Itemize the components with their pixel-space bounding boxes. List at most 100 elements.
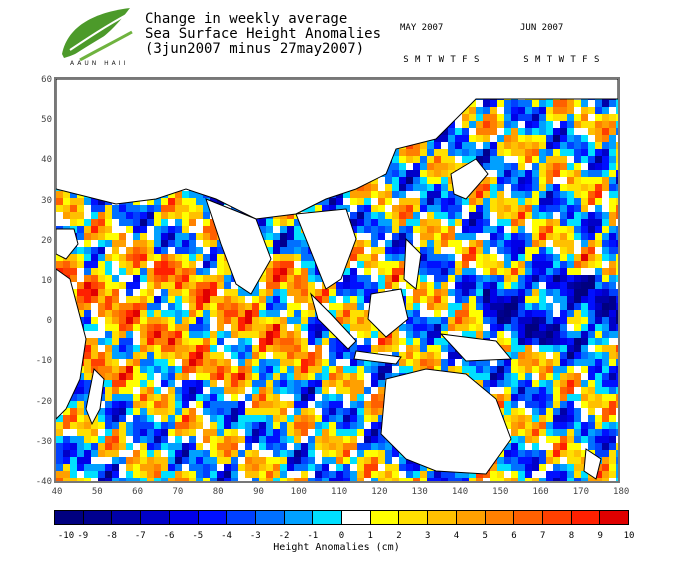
land-australia: [380, 368, 512, 475]
weekday-label: T: [570, 54, 576, 65]
title-line-3: (3jun2007 minus 27may2007): [145, 41, 365, 57]
color-scale-tick: 9: [597, 531, 603, 541]
land-borneo: [367, 288, 409, 338]
color-scale-cell: [542, 511, 572, 524]
latitude-tick-label: -30: [35, 436, 52, 447]
color-scale-tick: -2: [278, 531, 290, 541]
color-scale-tick: 2: [396, 531, 402, 541]
anomaly-map: [54, 77, 620, 483]
weekday-label: T: [450, 54, 456, 65]
longitude-tick-label: 70: [172, 487, 184, 497]
color-scale-tick: 4: [453, 531, 460, 541]
color-scale-cell: [169, 511, 199, 524]
color-scale-cell: [514, 511, 543, 524]
color-scale-cell: [313, 511, 343, 524]
color-scale-cell: [571, 511, 601, 524]
land-indochina: [295, 208, 357, 290]
weekday-label: F: [462, 54, 468, 65]
color-scale-cell: [255, 511, 285, 524]
color-scale-tick: -9: [77, 531, 89, 541]
latitude-tick-label: 60: [41, 75, 52, 85]
latitude-tick-label: 50: [41, 115, 52, 126]
color-scale-tick: 7: [540, 531, 546, 541]
land-asia-north: [56, 79, 618, 220]
color-scale-cell: [83, 511, 113, 524]
color-scale-cell: [456, 511, 486, 524]
color-scale-cell: [428, 511, 457, 524]
longitude-tick-label: 40: [51, 487, 63, 497]
color-scale-tick: -1: [307, 531, 319, 541]
longitude-tick-label: 130: [411, 487, 428, 497]
latitude-tick-label: 0: [46, 316, 52, 327]
latitude-tick-label: 10: [41, 276, 52, 286]
weekday-label: S: [593, 54, 600, 65]
title-line-1: Change in weekly average: [145, 11, 348, 27]
color-scale-cell: [600, 511, 629, 524]
latitude-tick-label: -10: [35, 356, 52, 367]
latitude-tick-label: -40: [35, 477, 52, 487]
color-scale-tick: 8: [568, 531, 575, 541]
calendar-may-header: MAY 2007: [400, 23, 444, 34]
land-new-zealand: [583, 448, 602, 480]
weekday-label: W: [558, 54, 564, 65]
color-scale-cell: [141, 511, 170, 524]
color-scale-cell: [227, 511, 256, 524]
color-scale-tick: 1: [367, 531, 373, 541]
longitude-tick-label: 80: [212, 487, 224, 497]
weekday-label: S: [473, 54, 480, 65]
longitude-tick-label: 50: [91, 487, 103, 497]
weekday-label: M: [414, 54, 421, 65]
leaf-logo-icon: [62, 8, 133, 62]
color-scale-tick: 0: [338, 531, 345, 541]
longitude-tick-label: 160: [532, 487, 549, 497]
land-masses: [56, 79, 618, 480]
color-scale-cell: [55, 511, 84, 524]
longitude-tick-label: 170: [572, 487, 590, 497]
latitude-tick-label: 30: [41, 195, 52, 206]
logo-text: AAUN HAII: [70, 60, 129, 67]
weekday-label: W: [438, 54, 444, 65]
color-scale-cell: [284, 511, 314, 524]
color-scale-tick: 5: [482, 531, 488, 541]
color-scale-title: Height Anomalies (cm): [273, 542, 400, 553]
calendar-jun-header: JUN 2007: [520, 23, 564, 34]
longitude-tick-label: 90: [253, 487, 264, 497]
land-philippines: [403, 237, 422, 290]
longitude-tick-label: 150: [492, 487, 509, 497]
anomaly-map-canvas: [56, 79, 618, 481]
longitude-tick-label: 140: [451, 487, 469, 497]
land-java: [353, 350, 402, 365]
color-scale-tick: 10: [623, 531, 635, 541]
land-japan: [450, 158, 489, 200]
land-africa-east: [56, 268, 87, 420]
longitude-tick-label: 180: [613, 487, 630, 497]
color-scale-tick: 3: [425, 531, 431, 541]
weekday-label: S: [523, 54, 529, 65]
weekday-label: S: [403, 54, 409, 65]
color-scale-cell: [342, 511, 371, 524]
color-scale-tick: -4: [221, 531, 232, 541]
color-scale-tick: -8: [106, 531, 117, 541]
land-madagascar: [85, 367, 105, 426]
longitude-tick-label: 110: [330, 487, 348, 497]
color-scale-tick: -7: [134, 531, 146, 541]
weekday-label: M: [534, 54, 541, 65]
land-sumatra: [310, 292, 357, 350]
color-scale-tick: 6: [511, 531, 517, 541]
color-scale-tick: -3: [249, 531, 261, 541]
color-scale-cell: [399, 511, 429, 524]
weekday-label: F: [582, 54, 588, 65]
weekday-label: T: [426, 54, 433, 65]
color-scale-cell: [198, 511, 228, 524]
color-scale-cell: [112, 511, 142, 524]
latitude-tick-label: -20: [35, 396, 52, 407]
color-scale-tick: -10: [57, 531, 75, 541]
land-india: [205, 198, 272, 295]
weekday-label: T: [546, 54, 553, 65]
title-line-2: Sea Surface Height Anomalies: [145, 26, 382, 42]
color-scale-bar: [54, 510, 629, 525]
color-scale-tick: -6: [163, 531, 175, 541]
color-scale-cell: [485, 511, 515, 524]
